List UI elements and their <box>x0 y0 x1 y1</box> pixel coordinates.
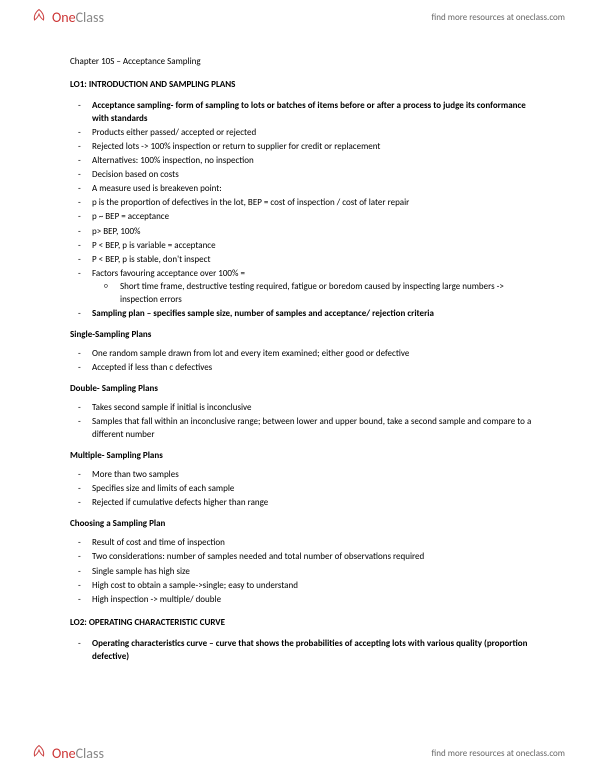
list-item: P < BEP, p is stable, don't inspect <box>92 253 540 266</box>
list-item: One random sample drawn from lot and eve… <box>92 347 540 360</box>
list-item: Acceptance sampling- form of sampling to… <box>92 99 540 125</box>
list-item: p> BEP, 100% <box>92 225 540 238</box>
page-footer: OneClass find more resources at oneclass… <box>0 736 595 770</box>
list-item-text: p is the proportion of defectives in the… <box>92 197 409 208</box>
list-item: Two considerations: number of samples ne… <box>92 550 540 563</box>
list-item-text: Decision based on costs <box>92 169 179 180</box>
list-item: Accepted if less than c defectives <box>92 361 540 374</box>
list-item: Samples that fall within an inconclusive… <box>92 415 540 441</box>
list-item-text: Operating characteristics curve – curve … <box>92 638 527 662</box>
brand-text-footer: OneClass <box>52 745 104 762</box>
page-header: OneClass find more resources at oneclass… <box>0 0 595 34</box>
brand-one: One <box>52 9 76 26</box>
list-item-text: Single sample has high size <box>92 566 190 577</box>
list-item: Result of cost and time of inspection <box>92 536 540 549</box>
list-item: High cost to obtain a sample->single; ea… <box>92 579 540 592</box>
list-item: Rejected if cumulative defects higher th… <box>92 496 540 509</box>
list-item: Alternatives: 100% inspection, no inspec… <box>92 154 540 167</box>
leaf-icon <box>30 8 48 26</box>
list-item-text: Result of cost and time of inspection <box>92 537 225 548</box>
lo1-heading: LO1: INTRODUCTION AND SAMPLING PLANS <box>70 78 540 91</box>
list-item: P < BEP, p is variable = acceptance <box>92 239 540 252</box>
header-link[interactable]: find more resources at oneclass.com <box>432 12 565 23</box>
brand-class: Class <box>76 9 104 26</box>
list-item: Single sample has high size <box>92 565 540 578</box>
footer-link[interactable]: find more resources at oneclass.com <box>432 748 565 759</box>
list-item: A measure used is breakeven point: <box>92 182 540 195</box>
list-item-text: P < BEP, p is variable = acceptance <box>92 240 216 251</box>
list-item-text: Factors favouring acceptance over 100% = <box>92 268 245 279</box>
list-item-text: Samples that fall within an inconclusive… <box>92 416 531 440</box>
lo1-list: Acceptance sampling- form of sampling to… <box>70 99 540 320</box>
list-item: p ~ BEP = acceptance <box>92 210 540 223</box>
list-item-text: p ~ BEP = acceptance <box>92 211 169 222</box>
list-item-text: Two considerations: number of samples ne… <box>92 551 424 562</box>
list-item-text: Takes second sample if initial is inconc… <box>92 402 252 413</box>
list-item-text: Rejected if cumulative defects higher th… <box>92 497 268 508</box>
list-item: Products either passed/ accepted or reje… <box>92 126 540 139</box>
chapter-title: Chapter 10S – Acceptance Sampling <box>70 55 540 68</box>
brand-one-footer: One <box>52 745 76 762</box>
list-item: Decision based on costs <box>92 168 540 181</box>
list-item: Operating characteristics curve – curve … <box>92 637 540 663</box>
leaf-icon <box>30 744 48 762</box>
lo2-list: Operating characteristics curve – curve … <box>70 637 540 663</box>
list-item-text: High cost to obtain a sample->single; ea… <box>92 580 298 591</box>
list-item: p is the proportion of defectives in the… <box>92 196 540 209</box>
list-item-text: A measure used is breakeven point: <box>92 183 222 194</box>
list-item-text: P < BEP, p is stable, don't inspect <box>92 254 210 265</box>
multiple-list: More than two samples Specifies size and … <box>70 468 540 509</box>
lo2-heading: LO2: OPERATING CHARACTERISTIC CURVE <box>70 616 540 629</box>
list-item-text: Accepted if less than c defectives <box>92 362 212 373</box>
list-item-text: One random sample drawn from lot and eve… <box>92 348 409 359</box>
list-item: Rejected lots -> 100% inspection or retu… <box>92 140 540 153</box>
multiple-heading: Multiple- Sampling Plans <box>70 449 540 462</box>
list-item-text: Acceptance sampling- form of sampling to… <box>92 100 526 124</box>
list-item: Factors favouring acceptance over 100% =… <box>92 267 540 306</box>
list-item-text: Rejected lots -> 100% inspection or retu… <box>92 141 380 152</box>
list-item-text: More than two samples <box>92 469 179 480</box>
choosing-list: Result of cost and time of inspection Two… <box>70 536 540 605</box>
sub-list-item: Short time frame, destructive testing re… <box>120 280 540 306</box>
brand-logo: OneClass <box>30 8 104 26</box>
brand-text: OneClass <box>52 9 104 26</box>
single-heading: Single-Sampling Plans <box>70 328 540 341</box>
list-item-text: High inspection -> multiple/ double <box>92 594 221 605</box>
list-item: Sampling plan – specifies sample size, n… <box>92 307 540 320</box>
list-item: Specifies size and limits of each sample <box>92 482 540 495</box>
list-item-text: p> BEP, 100% <box>92 226 140 237</box>
sub-list: Short time frame, destructive testing re… <box>92 280 540 306</box>
list-item: High inspection -> multiple/ double <box>92 593 540 606</box>
brand-logo-footer: OneClass <box>30 744 104 762</box>
list-item: Takes second sample if initial is inconc… <box>92 401 540 414</box>
list-item: More than two samples <box>92 468 540 481</box>
list-item-text: Alternatives: 100% inspection, no inspec… <box>92 155 254 166</box>
brand-class-footer: Class <box>76 745 104 762</box>
double-heading: Double- Sampling Plans <box>70 382 540 395</box>
double-list: Takes second sample if initial is inconc… <box>70 401 540 441</box>
list-item-text: Specifies size and limits of each sample <box>92 483 234 494</box>
list-item-text: Products either passed/ accepted or reje… <box>92 127 256 138</box>
list-item-text: Sampling plan – specifies sample size, n… <box>92 308 434 319</box>
document-body: Chapter 10S – Acceptance Sampling LO1: I… <box>70 55 540 725</box>
choosing-heading: Choosing a Sampling Plan <box>70 517 540 530</box>
single-list: One random sample drawn from lot and eve… <box>70 347 540 374</box>
